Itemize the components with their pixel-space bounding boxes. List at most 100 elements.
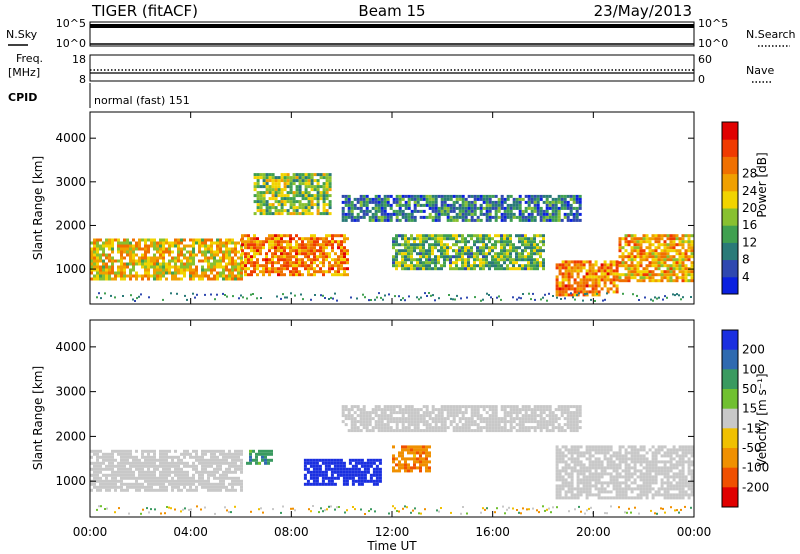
echo-cell xyxy=(204,250,207,254)
echo-cell xyxy=(150,259,153,263)
echo-cell xyxy=(198,482,201,486)
echo-cell xyxy=(524,218,528,222)
echo-cell xyxy=(410,423,414,427)
echo-cell xyxy=(657,451,661,455)
echo-cell xyxy=(234,274,237,278)
echo-cell xyxy=(348,470,352,474)
echo-cell xyxy=(240,479,243,483)
echo-speckle xyxy=(368,299,370,302)
echo-cell xyxy=(204,256,207,260)
echo-cell xyxy=(527,426,531,430)
echo-cell xyxy=(324,467,328,471)
echo-cell xyxy=(624,264,628,268)
echo-cell xyxy=(153,247,156,251)
echo-cell xyxy=(141,461,144,465)
echo-cell xyxy=(398,405,402,409)
echo-cell xyxy=(600,445,604,449)
echo-cell xyxy=(262,270,265,274)
echo-cell xyxy=(401,429,405,433)
nave-tick-bottom: 0 xyxy=(698,73,705,86)
echo-cell xyxy=(283,258,286,262)
echo-cell xyxy=(527,203,531,207)
colorbar-tick-label: 16 xyxy=(742,218,757,232)
echo-cell xyxy=(527,212,531,216)
echo-cell xyxy=(488,417,492,421)
echo-cell xyxy=(395,237,398,241)
echo-cell xyxy=(183,274,186,278)
echo-cell xyxy=(360,479,364,483)
echo-cell xyxy=(325,258,328,262)
echo-cell xyxy=(401,243,404,247)
echo-cell xyxy=(307,179,311,183)
echo-cell xyxy=(527,429,531,433)
echo-cell xyxy=(132,250,135,254)
echo-cell xyxy=(612,275,616,279)
echo-cell xyxy=(404,466,407,470)
echo-cell xyxy=(419,243,422,247)
echo-cell xyxy=(340,258,343,262)
echo-cell xyxy=(630,472,634,476)
echo-cell xyxy=(174,449,177,453)
echo-cell xyxy=(340,255,343,259)
echo-speckle xyxy=(452,298,454,301)
echo-cell xyxy=(497,234,500,238)
echo-cell xyxy=(129,470,132,474)
echo-cell xyxy=(111,452,114,456)
echo-cell xyxy=(398,197,402,201)
echo-cell xyxy=(350,206,354,210)
echo-cell xyxy=(630,234,634,238)
echo-cell xyxy=(117,247,120,251)
echo-cell xyxy=(241,264,244,268)
echo-cell xyxy=(298,191,302,195)
echo-cell xyxy=(183,470,186,474)
echo-cell xyxy=(533,249,536,253)
echo-cell xyxy=(207,458,210,462)
nsky-tick-top: 10^5 xyxy=(56,17,86,30)
echo-cell xyxy=(506,240,509,244)
echo-cell xyxy=(452,408,456,412)
echo-cell xyxy=(280,264,283,268)
echo-cell xyxy=(360,461,364,465)
echo-speckle xyxy=(176,292,178,295)
echo-cell xyxy=(413,249,416,253)
echo-cell xyxy=(398,261,401,265)
echo-cell xyxy=(461,212,465,216)
echo-cell xyxy=(509,429,513,433)
echo-cell xyxy=(283,188,287,192)
echo-cell xyxy=(228,268,231,272)
echo-cell xyxy=(600,266,604,270)
echo-cell xyxy=(618,249,622,253)
echo-cell xyxy=(123,461,126,465)
echo-cell xyxy=(660,478,664,482)
echo-cell xyxy=(244,270,247,274)
echo-cell xyxy=(425,237,428,241)
echo-cell xyxy=(479,203,483,207)
echo-cell xyxy=(455,197,459,201)
echo-cell xyxy=(603,481,607,485)
echo-cell xyxy=(90,241,93,245)
echo-cell xyxy=(419,194,423,198)
echo-cell xyxy=(339,461,343,465)
echo-cell xyxy=(594,451,598,455)
echo-cell xyxy=(374,200,378,204)
echo-cell xyxy=(111,265,114,269)
echo-cell xyxy=(419,417,423,421)
echo-cell xyxy=(398,451,401,455)
echo-cell xyxy=(234,482,237,486)
echo-cell xyxy=(594,278,598,282)
echo-cell xyxy=(404,420,408,424)
echo-cell xyxy=(518,234,521,238)
echo-cell xyxy=(678,267,682,271)
echo-cell xyxy=(357,482,361,486)
echo-cell xyxy=(174,259,177,263)
echo-speckle xyxy=(114,296,116,299)
echo-speckle xyxy=(238,297,240,300)
echo-cell xyxy=(144,259,147,263)
echo-speckle xyxy=(486,292,488,295)
echo-cell xyxy=(443,258,446,262)
echo-cell xyxy=(180,473,183,477)
echo-cell xyxy=(422,417,426,421)
echo-cell xyxy=(645,475,649,479)
echo-cell xyxy=(277,200,281,204)
echo-cell xyxy=(324,470,328,474)
